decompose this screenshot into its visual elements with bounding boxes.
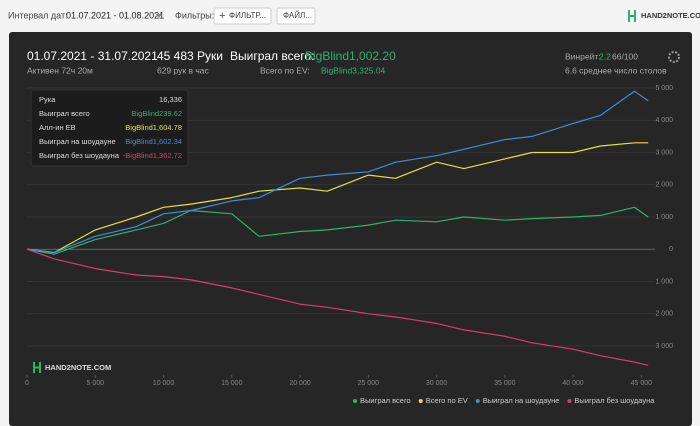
hands-per-hour: 629 рук в час: [157, 65, 210, 75]
x-tick-label: 20 000: [289, 380, 311, 387]
x-tick-label: 35 000: [494, 380, 516, 387]
logo: HAND2NOTE.COM: [641, 11, 700, 20]
winrate-value: 2.2: [599, 51, 611, 61]
legend-label: Всего по EV: [426, 396, 468, 405]
legend-marker: [475, 399, 480, 403]
y-tick-label: 1 000: [655, 214, 673, 221]
plus-icon: +: [219, 10, 225, 22]
x-tick-label: 10 000: [153, 380, 175, 387]
tooltip: Рука 16,336 Выиграл всего BigBlind239.62 Алл…: [30, 89, 189, 167]
watermark: HAND2NOTE.COM: [45, 363, 111, 372]
x-tick-label: 45 000: [631, 380, 653, 387]
filter-button[interactable]: [213, 7, 272, 25]
legend-label: Выиграл всего: [360, 396, 411, 405]
dropdown-arrow[interactable]: [156, 14, 162, 18]
tooltip-value: BigBlind239.62: [132, 109, 182, 118]
hands: 45 483 Руки: [157, 49, 223, 63]
watermark-icon: [33, 362, 41, 373]
ev-value: BigBlind3,325.04: [321, 65, 386, 75]
tooltip-box: [30, 89, 189, 167]
y-tick-label: 2 000: [655, 311, 673, 318]
file-button[interactable]: [276, 7, 316, 25]
date-range[interactable]: 01.07.2021 - 01.08.2021: [66, 10, 164, 20]
x-tick-label: 5 000: [86, 380, 104, 387]
tooltip-label: Выиграл всего: [39, 109, 90, 118]
y-tick-label: 0: [669, 246, 673, 253]
won-label: Выиграл всего:: [230, 49, 314, 63]
plot: 5 000 4 000 3 000 2 000 1 000 0 1 000 2 000 3 00…: [25, 85, 673, 405]
legend-marker: [567, 399, 572, 403]
filter-button-label[interactable]: ФИЛЬТР...: [229, 11, 266, 20]
series-line: [26, 248, 649, 366]
y-tick-label: 4 000: [655, 117, 673, 124]
x-tick-label: 15 000: [221, 380, 243, 387]
won-value: BigBlind1,002.20: [305, 49, 396, 63]
y-tick-label: 2 000: [655, 182, 673, 189]
winrate-hands: 66/100: [612, 51, 638, 61]
tooltip-label: Алл-ин EB: [39, 123, 76, 132]
tooltip-value: BigBlind1,604.78: [125, 123, 182, 132]
y-tick-label: 3 000: [655, 343, 673, 350]
tables: 6.6 среднее число столов: [565, 65, 667, 75]
y-tick-label: 5 000: [655, 85, 673, 92]
winrate-label: Винрейт:: [565, 51, 601, 61]
ev-label: Всего по EV:: [260, 65, 310, 75]
legend-marker: [353, 399, 357, 403]
settings-icon[interactable]: [668, 51, 680, 63]
y-tick-label: 1 000: [655, 278, 673, 285]
date-label: Интервал дат:: [8, 10, 68, 20]
file-button-label[interactable]: ФАЙЛ...: [283, 11, 312, 20]
filters-label: Фильтры:: [175, 10, 214, 20]
tooltip-value: BigBlind1,602.34: [125, 137, 182, 146]
legend-label: Выиграл на шоудауне: [483, 396, 560, 405]
tooltip-label: Рука: [39, 95, 56, 104]
legend-marker: [418, 399, 423, 403]
period: 01.07.2021 - 31.07.2021: [27, 49, 158, 63]
series-line: [26, 206, 649, 255]
tooltip-value: 16,336: [159, 95, 182, 104]
logo-icon: [628, 10, 636, 22]
series-line: [26, 90, 649, 254]
x-tick-label: 30 000: [426, 380, 448, 387]
tooltip-value: -BigBlind1,362.72: [123, 151, 182, 160]
x-tick-label: 25 000: [358, 380, 380, 387]
x-tick-label: 40 000: [562, 380, 584, 387]
tooltip-label: Выиграл на шоудауне: [39, 137, 116, 146]
x-tick-label: 0: [25, 380, 29, 387]
series-line: [26, 142, 649, 254]
legend-label: Выиграл без шоудауна: [574, 396, 655, 405]
tooltip-label: Выиграл без шоудауна: [39, 151, 120, 160]
y-tick-label: 3 000: [655, 149, 673, 156]
active-time: Активен 72ч 20м: [27, 65, 93, 75]
